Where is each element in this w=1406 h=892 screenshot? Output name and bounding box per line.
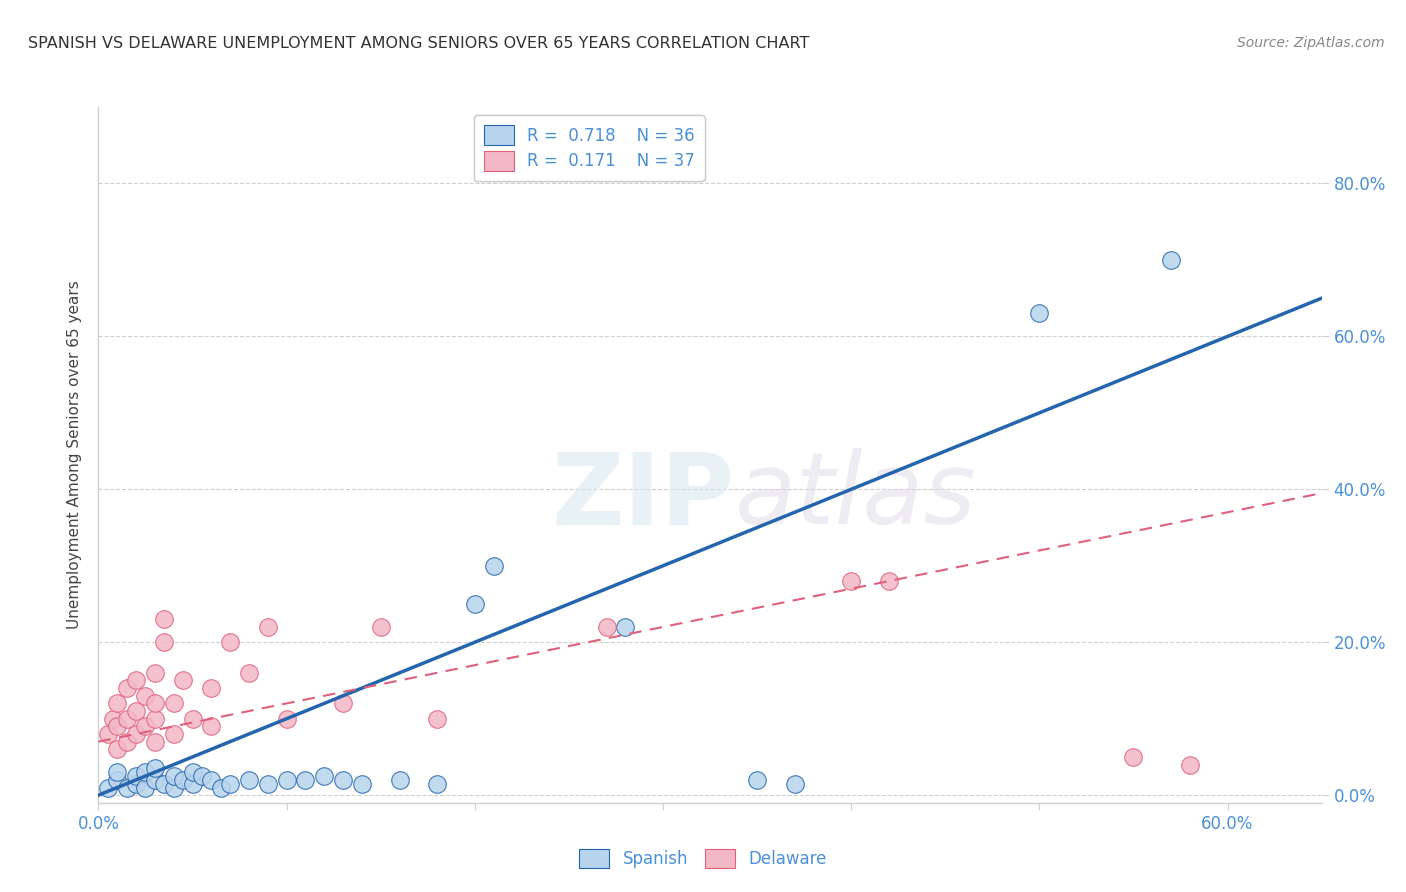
Point <box>163 780 186 795</box>
Point <box>97 780 120 795</box>
Point <box>464 597 486 611</box>
Point <box>482 558 505 573</box>
Point <box>143 734 166 748</box>
Point <box>172 772 194 787</box>
Point <box>125 673 148 688</box>
Point <box>614 620 637 634</box>
Point <box>181 777 204 791</box>
Point <box>332 772 354 787</box>
Point <box>134 765 156 780</box>
Point <box>209 780 232 795</box>
Point <box>276 772 298 787</box>
Point <box>256 777 278 791</box>
Point <box>181 765 204 780</box>
Point <box>163 697 186 711</box>
Point <box>163 727 186 741</box>
Point <box>1122 750 1144 764</box>
Point <box>256 620 278 634</box>
Point <box>1028 306 1050 320</box>
Text: ZIP: ZIP <box>551 448 734 545</box>
Point <box>238 665 260 680</box>
Point <box>181 712 204 726</box>
Point <box>143 712 166 726</box>
Point <box>105 697 128 711</box>
Text: SPANISH VS DELAWARE UNEMPLOYMENT AMONG SENIORS OVER 65 YEARS CORRELATION CHART: SPANISH VS DELAWARE UNEMPLOYMENT AMONG S… <box>28 36 810 51</box>
Point <box>191 769 214 783</box>
Point <box>103 712 125 726</box>
Point <box>877 574 900 588</box>
Point <box>595 620 617 634</box>
Point <box>105 719 128 733</box>
Point <box>153 612 176 626</box>
Point <box>238 772 260 787</box>
Point <box>115 681 138 695</box>
Point <box>105 765 128 780</box>
Point <box>143 697 166 711</box>
Text: Source: ZipAtlas.com: Source: ZipAtlas.com <box>1237 36 1385 50</box>
Point <box>332 697 354 711</box>
Point <box>1178 757 1201 772</box>
Point <box>370 620 392 634</box>
Text: atlas: atlas <box>734 448 976 545</box>
Point <box>134 689 156 703</box>
Point <box>143 761 166 775</box>
Point <box>314 769 336 783</box>
Point <box>219 635 242 649</box>
Point <box>1160 252 1182 267</box>
Point <box>143 772 166 787</box>
Point <box>172 673 194 688</box>
Point <box>153 777 176 791</box>
Point <box>125 727 148 741</box>
Point <box>134 780 156 795</box>
Point <box>143 665 166 680</box>
Point <box>200 719 222 733</box>
Point <box>839 574 862 588</box>
Point <box>426 712 449 726</box>
Point <box>200 772 222 787</box>
Point <box>276 712 298 726</box>
Point <box>200 681 222 695</box>
Point <box>125 769 148 783</box>
Point <box>783 777 806 791</box>
Point <box>388 772 411 787</box>
Point <box>115 712 138 726</box>
Point <box>745 772 768 787</box>
Point <box>97 727 120 741</box>
Point <box>134 719 156 733</box>
Point <box>350 777 373 791</box>
Point <box>125 704 148 718</box>
Point <box>115 734 138 748</box>
Y-axis label: Unemployment Among Seniors over 65 years: Unemployment Among Seniors over 65 years <box>67 281 83 629</box>
Point <box>163 769 186 783</box>
Legend: Spanish, Delaware: Spanish, Delaware <box>572 842 834 875</box>
Point <box>115 780 138 795</box>
Point <box>153 635 176 649</box>
Point <box>125 777 148 791</box>
Point <box>426 777 449 791</box>
Point <box>105 742 128 756</box>
Legend: R =  0.718    N = 36, R =  0.171    N = 37: R = 0.718 N = 36, R = 0.171 N = 37 <box>474 115 704 180</box>
Point <box>294 772 316 787</box>
Point <box>219 777 242 791</box>
Point <box>105 772 128 787</box>
